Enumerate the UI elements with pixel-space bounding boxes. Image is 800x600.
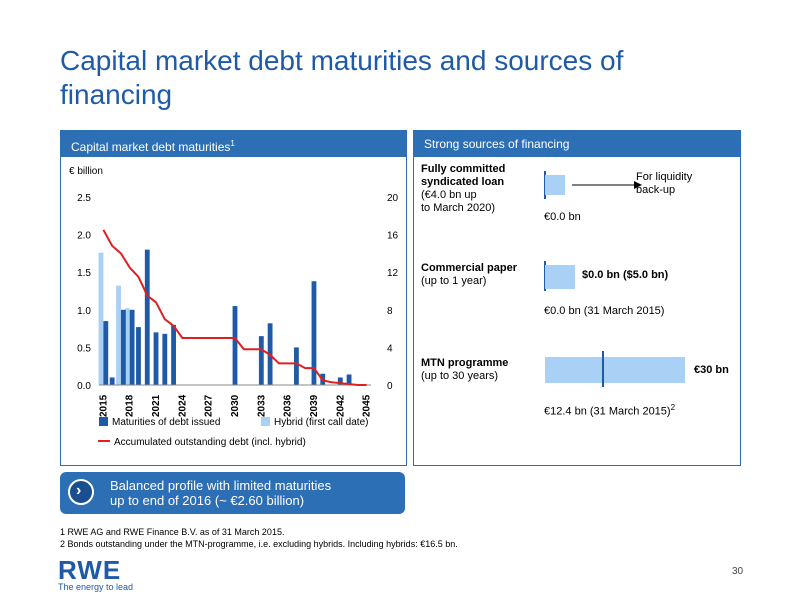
y-left-tick-label: 2.5: [77, 193, 91, 204]
callout-text: Balanced profile with limited maturities…: [110, 478, 331, 508]
y-left-tick-label: 2.0: [77, 231, 91, 242]
footnote-ref-1: 1: [230, 139, 235, 148]
chevron-right-icon: ›: [68, 479, 94, 505]
debt-bar: [294, 347, 299, 385]
debt-bar: [258, 336, 264, 385]
debt-bar: [171, 324, 176, 385]
legend-swatch-debt: [99, 417, 108, 426]
mtn-programme-bar-label: €30 bn: [694, 364, 729, 376]
legend-label-line: Accumulated outstanding debt (incl. hybr…: [114, 437, 306, 448]
y-right-tick-label: 0: [387, 381, 393, 392]
legend-label-hybrid: Hybrid (first call date): [274, 417, 368, 428]
syndicated-loan-detail-2: to March 2020): [421, 202, 495, 214]
commercial-paper-label: Commercial paper (up to 1 year): [421, 262, 517, 288]
legend-label-debt: Maturities of debt issued: [112, 417, 220, 428]
commercial-paper-note: €0.0 bn (31 March 2015): [544, 305, 665, 317]
debt-bar: [109, 377, 115, 385]
commercial-paper-name: Commercial paper: [421, 262, 517, 274]
syndicated-loan-detail-1: (€4.0 bn up: [421, 189, 477, 201]
x-tick-label: 2015: [98, 394, 109, 417]
debt-bar: [129, 309, 135, 385]
y-right-tick-label: 16: [387, 231, 399, 242]
commercial-paper-bar-label: $0.0 bn ($5.0 bn): [582, 269, 669, 281]
debt-bar: [337, 377, 343, 385]
commercial-paper-detail: (up to 1 year): [421, 275, 487, 287]
x-tick-label: 2039: [309, 394, 320, 417]
debt-bar: [103, 321, 109, 385]
debt-bar: [346, 374, 352, 385]
callout-line-1: Balanced profile with limited maturities: [110, 478, 332, 493]
x-tick-label: 2030: [230, 394, 241, 417]
financing-sources-panel: Strong sources of financing Fully commit…: [413, 130, 741, 466]
syndicated-loan-name-1: Fully committed: [421, 163, 506, 175]
y-left-tick-label: 1.5: [77, 268, 91, 279]
logo-tagline: The energy to lead: [58, 582, 134, 592]
syndicated-loan-bar: [544, 171, 642, 199]
y-left-tick-label: 1.0: [77, 306, 91, 317]
debt-bar: [120, 309, 126, 385]
x-tick-label: 2045: [362, 394, 373, 417]
y-left-tick-label: 0.5: [77, 343, 91, 354]
financing-panel-title: Strong sources of financing: [414, 131, 740, 157]
hybrid-bar: [116, 285, 121, 385]
callout-box: › Balanced profile with limited maturiti…: [60, 472, 405, 514]
x-tick-label: 2042: [335, 394, 346, 417]
y-right-tick-label: 8: [387, 306, 393, 317]
commercial-paper-bar: [544, 261, 575, 291]
y-unit-label: € billion: [69, 166, 103, 177]
x-tick-label: 2018: [125, 394, 136, 417]
syndicated-loan-label: Fully committed syndicated loan (€4.0 bn…: [421, 163, 505, 215]
x-tick-label: 2021: [151, 394, 162, 417]
liquidity-backup-label: For liquidity back-up: [636, 171, 692, 197]
callout-line-2: up to end of 2016 (~ €2.60 billion): [110, 493, 305, 508]
debt-bar: [311, 281, 317, 385]
footnote-ref-2: 2: [670, 403, 676, 412]
x-tick-label: 2024: [177, 394, 188, 417]
legend-swatch-hybrid: [261, 417, 270, 426]
mtn-programme-bar: [545, 351, 685, 387]
x-tick-label: 2033: [256, 394, 267, 417]
page-title: Capital market debt maturities and sourc…: [60, 45, 624, 110]
maturities-panel: Capital market debt maturities1 € billio…: [60, 130, 407, 466]
maturities-chart: € billion 0.0 0.5 1.0 1.5 2.0 2.5 0 4 8 12 16 20 2015…: [69, 166, 399, 448]
maturities-panel-title: Capital market debt maturities: [71, 140, 231, 154]
mtn-programme-name: MTN programme: [421, 357, 509, 369]
y-right-tick-label: 20: [387, 193, 399, 204]
accumulated-debt-line: [102, 229, 367, 386]
liquidity-backup-line-2: back-up: [636, 184, 676, 196]
mtn-programme-note: €12.4 bn (31 March 2015)2: [544, 403, 675, 418]
footnotes: 1 RWE AG and RWE Finance B.V. as of 31 M…: [60, 526, 458, 550]
rwe-logo: RWE: [58, 555, 122, 585]
hybrid-bar: [98, 252, 104, 385]
x-tick-label: 2027: [204, 394, 215, 417]
y-right-tick-label: 12: [387, 268, 399, 279]
syndicated-loan-name-2: syndicated loan: [421, 176, 505, 188]
debt-bar: [144, 249, 150, 385]
debt-bar: [232, 306, 238, 385]
footnote-1: 1 RWE AG and RWE Finance B.V. as of 31 M…: [60, 527, 285, 537]
debt-bar: [136, 327, 141, 385]
x-tick-label: 2036: [283, 394, 294, 417]
page-number: 30: [732, 566, 744, 577]
debt-bar: [162, 333, 168, 385]
syndicated-loan-note: €0.0 bn: [544, 211, 581, 223]
footnote-2: 2 Bonds outstanding under the MTN-progra…: [60, 539, 458, 549]
y-right-tick-label: 4: [387, 343, 393, 354]
mtn-programme-note-text: €12.4 bn (31 March 2015): [544, 405, 671, 418]
debt-bar: [153, 332, 159, 385]
liquidity-backup-line-1: For liquidity: [636, 171, 693, 183]
hybrid-bar: [124, 308, 130, 385]
maturities-panel-header: Capital market debt maturities1: [61, 131, 406, 157]
mtn-programme-label: MTN programme (up to 30 years): [421, 357, 508, 383]
mtn-programme-detail: (up to 30 years): [421, 370, 499, 382]
y-left-tick-label: 0.0: [77, 381, 91, 392]
